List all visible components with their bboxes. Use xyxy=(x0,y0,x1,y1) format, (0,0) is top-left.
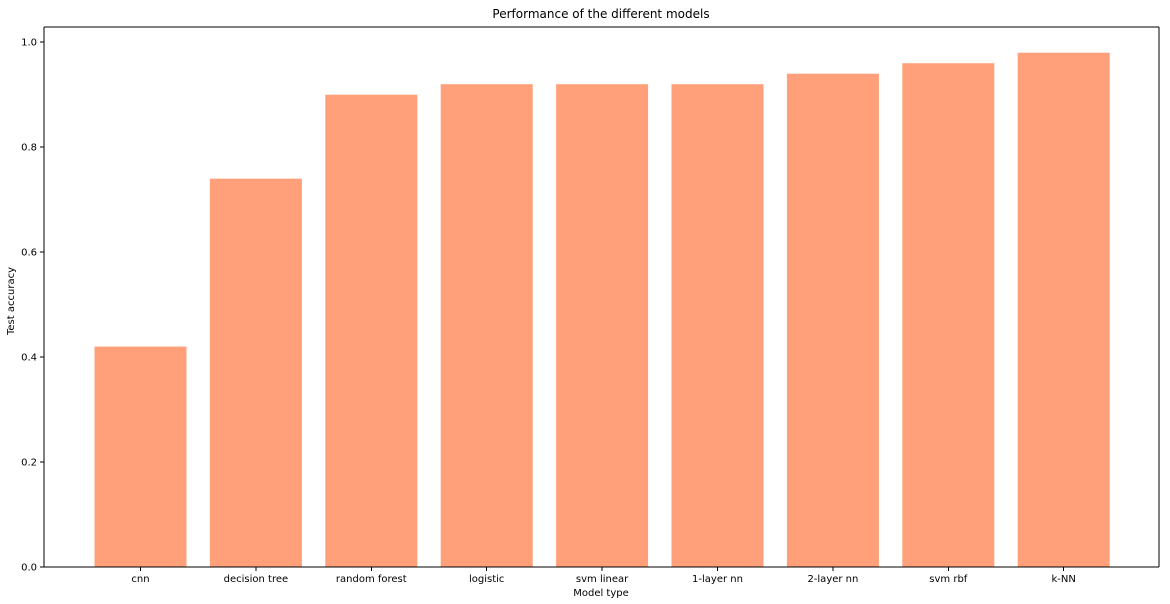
chart-title: Performance of the different models xyxy=(492,7,709,21)
bar-random-forest xyxy=(325,94,418,567)
bar-2-layer-nn xyxy=(786,73,879,568)
x-axis-label: Model type xyxy=(573,588,629,599)
bar-svm-rbf xyxy=(902,63,995,568)
x-tick-label: k-NN xyxy=(1052,574,1076,585)
x-tick-label: random forest xyxy=(336,574,407,585)
y-tick-label: 0.8 xyxy=(21,143,37,154)
bar-logistic xyxy=(440,84,533,567)
axes-layer xyxy=(43,26,1160,568)
y-tick-label: 0.2 xyxy=(21,458,37,469)
ticks-layer: cnn decision tree random forest logistic svm… xyxy=(21,38,1076,585)
x-tick-label: logistic xyxy=(469,574,504,585)
bars-layer xyxy=(94,52,1110,568)
y-tick-label: 0.6 xyxy=(21,248,37,259)
y-axis-label: Test accuracy xyxy=(6,267,17,336)
bar-cnn xyxy=(94,346,187,567)
x-tick-label: svm linear xyxy=(576,574,629,585)
bar-k-nn xyxy=(1017,52,1110,567)
x-tick-label: decision tree xyxy=(224,574,289,585)
y-tick-label: 1.0 xyxy=(21,38,37,49)
bar-decision-tree xyxy=(209,178,302,567)
y-tick-label: 0.0 xyxy=(21,563,37,574)
bar-svm-linear xyxy=(556,84,649,567)
bar-1-layer-nn xyxy=(671,84,764,567)
x-tick-label: 2-layer nn xyxy=(807,574,858,585)
y-tick-label: 0.4 xyxy=(21,353,37,364)
x-tick-label: svm rbf xyxy=(929,574,968,585)
x-tick-label: cnn xyxy=(131,574,149,585)
x-tick-label: 1-layer nn xyxy=(692,574,743,585)
